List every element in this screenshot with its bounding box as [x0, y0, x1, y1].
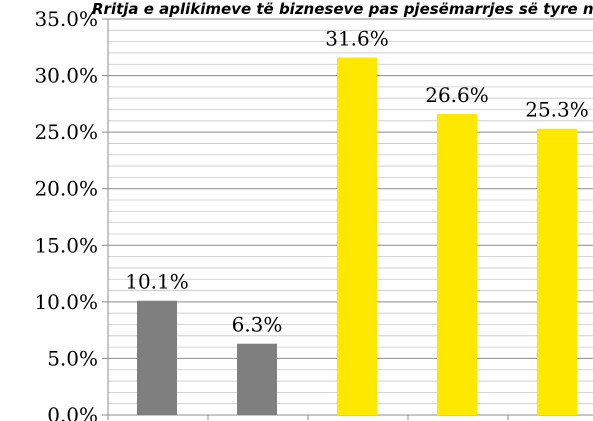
y-tick-label: 30.0%	[34, 64, 98, 88]
y-axis-tick-labels: 0.0% 5.0% 10.0% 15.0% 20.0% 25.0% 30.0% 35.0%	[34, 7, 98, 421]
bar	[237, 343, 277, 415]
data-label: 6.3%	[232, 313, 283, 337]
bar	[437, 114, 477, 415]
y-tick-label: 10.0%	[34, 290, 98, 314]
bar	[537, 128, 577, 415]
y-tick-label: 15.0%	[34, 233, 98, 257]
data-label: 26.6%	[425, 83, 489, 107]
data-label: 10.1%	[125, 270, 189, 294]
data-labels: 10.1% 6.3% 31.6% 26.6% 25.3%	[125, 26, 589, 336]
chart-title: Rritja e aplikimeve të bizneseve pas pje…	[92, 0, 593, 18]
bar	[337, 57, 377, 416]
data-label: 31.6%	[325, 26, 389, 50]
data-label: 25.3%	[525, 98, 589, 122]
y-tick-label: 25.0%	[34, 120, 98, 144]
y-tick-label: 35.0%	[34, 7, 98, 31]
y-tick-label: 0.0%	[47, 403, 98, 421]
bar	[137, 300, 177, 415]
y-tick-label: 5.0%	[47, 346, 98, 370]
bars	[137, 57, 577, 416]
y-tick-label: 20.0%	[34, 177, 98, 201]
